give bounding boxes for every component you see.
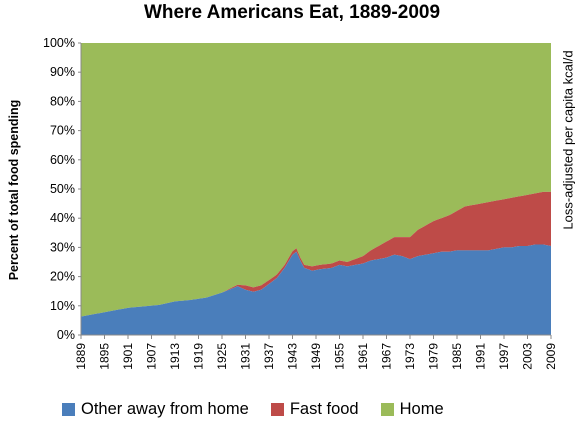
x-tick-label: 1997 bbox=[497, 343, 511, 370]
y-tick-label: 60% bbox=[50, 153, 75, 167]
x-tick-label: 1889 bbox=[74, 343, 88, 370]
legend-label-fast-food: Fast food bbox=[289, 400, 359, 418]
x-tick-label: 1937 bbox=[262, 343, 276, 370]
x-tick-label: 2003 bbox=[521, 343, 535, 370]
legend-swatch-other-away bbox=[62, 403, 75, 416]
y-tick-label: 70% bbox=[50, 124, 75, 138]
y-axis-label: Percent of total food spending bbox=[7, 99, 21, 281]
x-tick-label: 1925 bbox=[215, 343, 229, 370]
y-tick-label: 90% bbox=[50, 65, 75, 79]
x-tick-label: 1931 bbox=[239, 343, 253, 370]
x-tick-label: 1907 bbox=[145, 343, 159, 370]
y-tick-label: 40% bbox=[50, 211, 75, 225]
y-axis-ticks: 0% 10% 20% 30% 40% 50% 60% 70% 80% 90% 100% bbox=[43, 36, 81, 342]
y-tick-label: 10% bbox=[50, 299, 75, 313]
legend: Other away from home Fast food Home bbox=[62, 400, 466, 419]
legend-label-other-away: Other away from home bbox=[81, 400, 249, 418]
y-tick-label: 100% bbox=[43, 36, 75, 50]
x-tick-label: 1985 bbox=[450, 343, 464, 370]
x-tick-label: 2009 bbox=[544, 343, 558, 370]
legend-item-fast-food: Fast food bbox=[270, 400, 359, 419]
area-home bbox=[81, 43, 551, 317]
y-tick-label: 30% bbox=[50, 240, 75, 254]
x-tick-label: 1955 bbox=[333, 343, 347, 370]
x-tick-label: 1967 bbox=[380, 343, 394, 370]
legend-swatch-home bbox=[380, 403, 394, 416]
y-tick-label: 20% bbox=[50, 270, 75, 284]
legend-item-home: Home bbox=[380, 400, 444, 419]
y-tick-label: 50% bbox=[50, 182, 75, 196]
legend-item-other-away: Other away from home bbox=[62, 400, 249, 419]
y-tick-label: 80% bbox=[50, 94, 75, 108]
area-other-away-from-home bbox=[81, 244, 551, 335]
x-tick-label: 1979 bbox=[427, 343, 441, 370]
x-tick-label: 1919 bbox=[192, 343, 206, 370]
area-fast-food bbox=[81, 191, 551, 317]
x-tick-label: 1991 bbox=[474, 343, 488, 370]
y-tick-label: 0% bbox=[57, 328, 75, 342]
x-axis-ticks: 1889 1895 1901 1907 1913 1919 1925 1931 1937 1943… bbox=[74, 335, 558, 370]
secondary-y-axis-label: Loss-adjusted per capita kcal/d bbox=[560, 50, 576, 230]
x-tick-label: 1901 bbox=[121, 343, 135, 370]
x-tick-label: 1961 bbox=[356, 343, 370, 370]
x-tick-label: 1913 bbox=[168, 343, 182, 370]
legend-swatch-fast-food bbox=[270, 403, 284, 416]
chart-title: Where Americans Eat, 1889-2009 bbox=[143, 2, 441, 23]
x-tick-label: 1949 bbox=[309, 343, 323, 370]
legend-label-home: Home bbox=[399, 400, 444, 418]
x-tick-label: 1895 bbox=[98, 343, 112, 370]
x-tick-label: 1943 bbox=[286, 343, 300, 370]
x-tick-label: 1973 bbox=[403, 343, 417, 370]
plot-area bbox=[80, 43, 551, 336]
